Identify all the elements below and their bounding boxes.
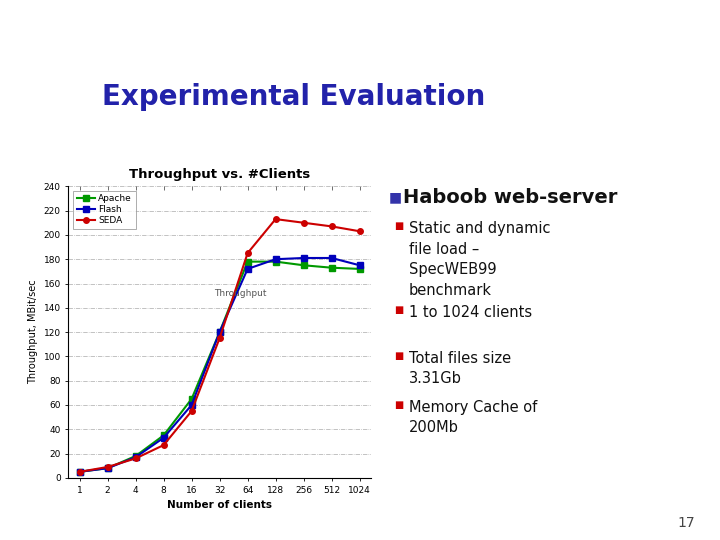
SEDA <box>76 469 84 475</box>
Text: Memory Cache of
200Mb: Memory Cache of 200Mb <box>409 400 537 435</box>
SEDA <box>328 223 336 230</box>
Line: Flash: Flash <box>77 255 362 475</box>
Flash <box>159 435 168 441</box>
Title: Throughput vs. #Clients: Throughput vs. #Clients <box>129 168 310 181</box>
Text: ■: ■ <box>395 351 404 361</box>
Apache <box>355 266 364 272</box>
Y-axis label: Throughput, MBit/sec: Throughput, MBit/sec <box>28 280 38 384</box>
Apache <box>103 465 112 471</box>
Legend: Apache, Flash, SEDA: Apache, Flash, SEDA <box>73 191 135 228</box>
Text: ■: ■ <box>395 221 404 232</box>
SEDA <box>215 335 224 341</box>
Flash <box>76 469 84 475</box>
SEDA <box>355 228 364 234</box>
Text: Throughput: Throughput <box>214 289 266 298</box>
Apache <box>328 265 336 271</box>
Line: SEDA: SEDA <box>77 217 362 475</box>
SEDA <box>271 216 280 222</box>
SEDA <box>300 220 308 226</box>
Apache <box>271 259 280 265</box>
Apache <box>76 469 84 475</box>
SEDA <box>159 442 168 448</box>
Apache <box>187 396 196 402</box>
SEDA <box>243 250 252 256</box>
Flash <box>103 465 112 471</box>
Apache <box>300 262 308 268</box>
Apache <box>243 259 252 265</box>
SEDA <box>187 408 196 414</box>
Text: Total files size
3.31Gb: Total files size 3.31Gb <box>409 351 511 387</box>
SEDA <box>131 455 140 462</box>
Text: Experimental Evaluation: Experimental Evaluation <box>102 83 485 111</box>
Line: Apache: Apache <box>77 259 362 475</box>
Flash <box>355 262 364 268</box>
SEDA <box>103 464 112 470</box>
X-axis label: Number of clients: Number of clients <box>167 500 272 510</box>
Flash <box>215 329 224 335</box>
Apache <box>131 453 140 459</box>
Flash <box>328 255 336 261</box>
Flash <box>243 266 252 272</box>
Flash <box>271 256 280 262</box>
Text: ■: ■ <box>395 305 404 315</box>
Apache <box>215 329 224 335</box>
Flash <box>187 402 196 408</box>
Flash <box>300 255 308 261</box>
Flash <box>131 454 140 461</box>
Text: ■: ■ <box>389 190 402 204</box>
Text: 17: 17 <box>678 516 695 530</box>
Text: Haboob web-server: Haboob web-server <box>403 188 618 207</box>
Apache <box>159 432 168 438</box>
Text: Static and dynamic
file load –
SpecWEB99
benchmark: Static and dynamic file load – SpecWEB99… <box>409 221 551 298</box>
Text: ■: ■ <box>395 400 404 410</box>
Text: 1 to 1024 clients: 1 to 1024 clients <box>409 305 532 320</box>
